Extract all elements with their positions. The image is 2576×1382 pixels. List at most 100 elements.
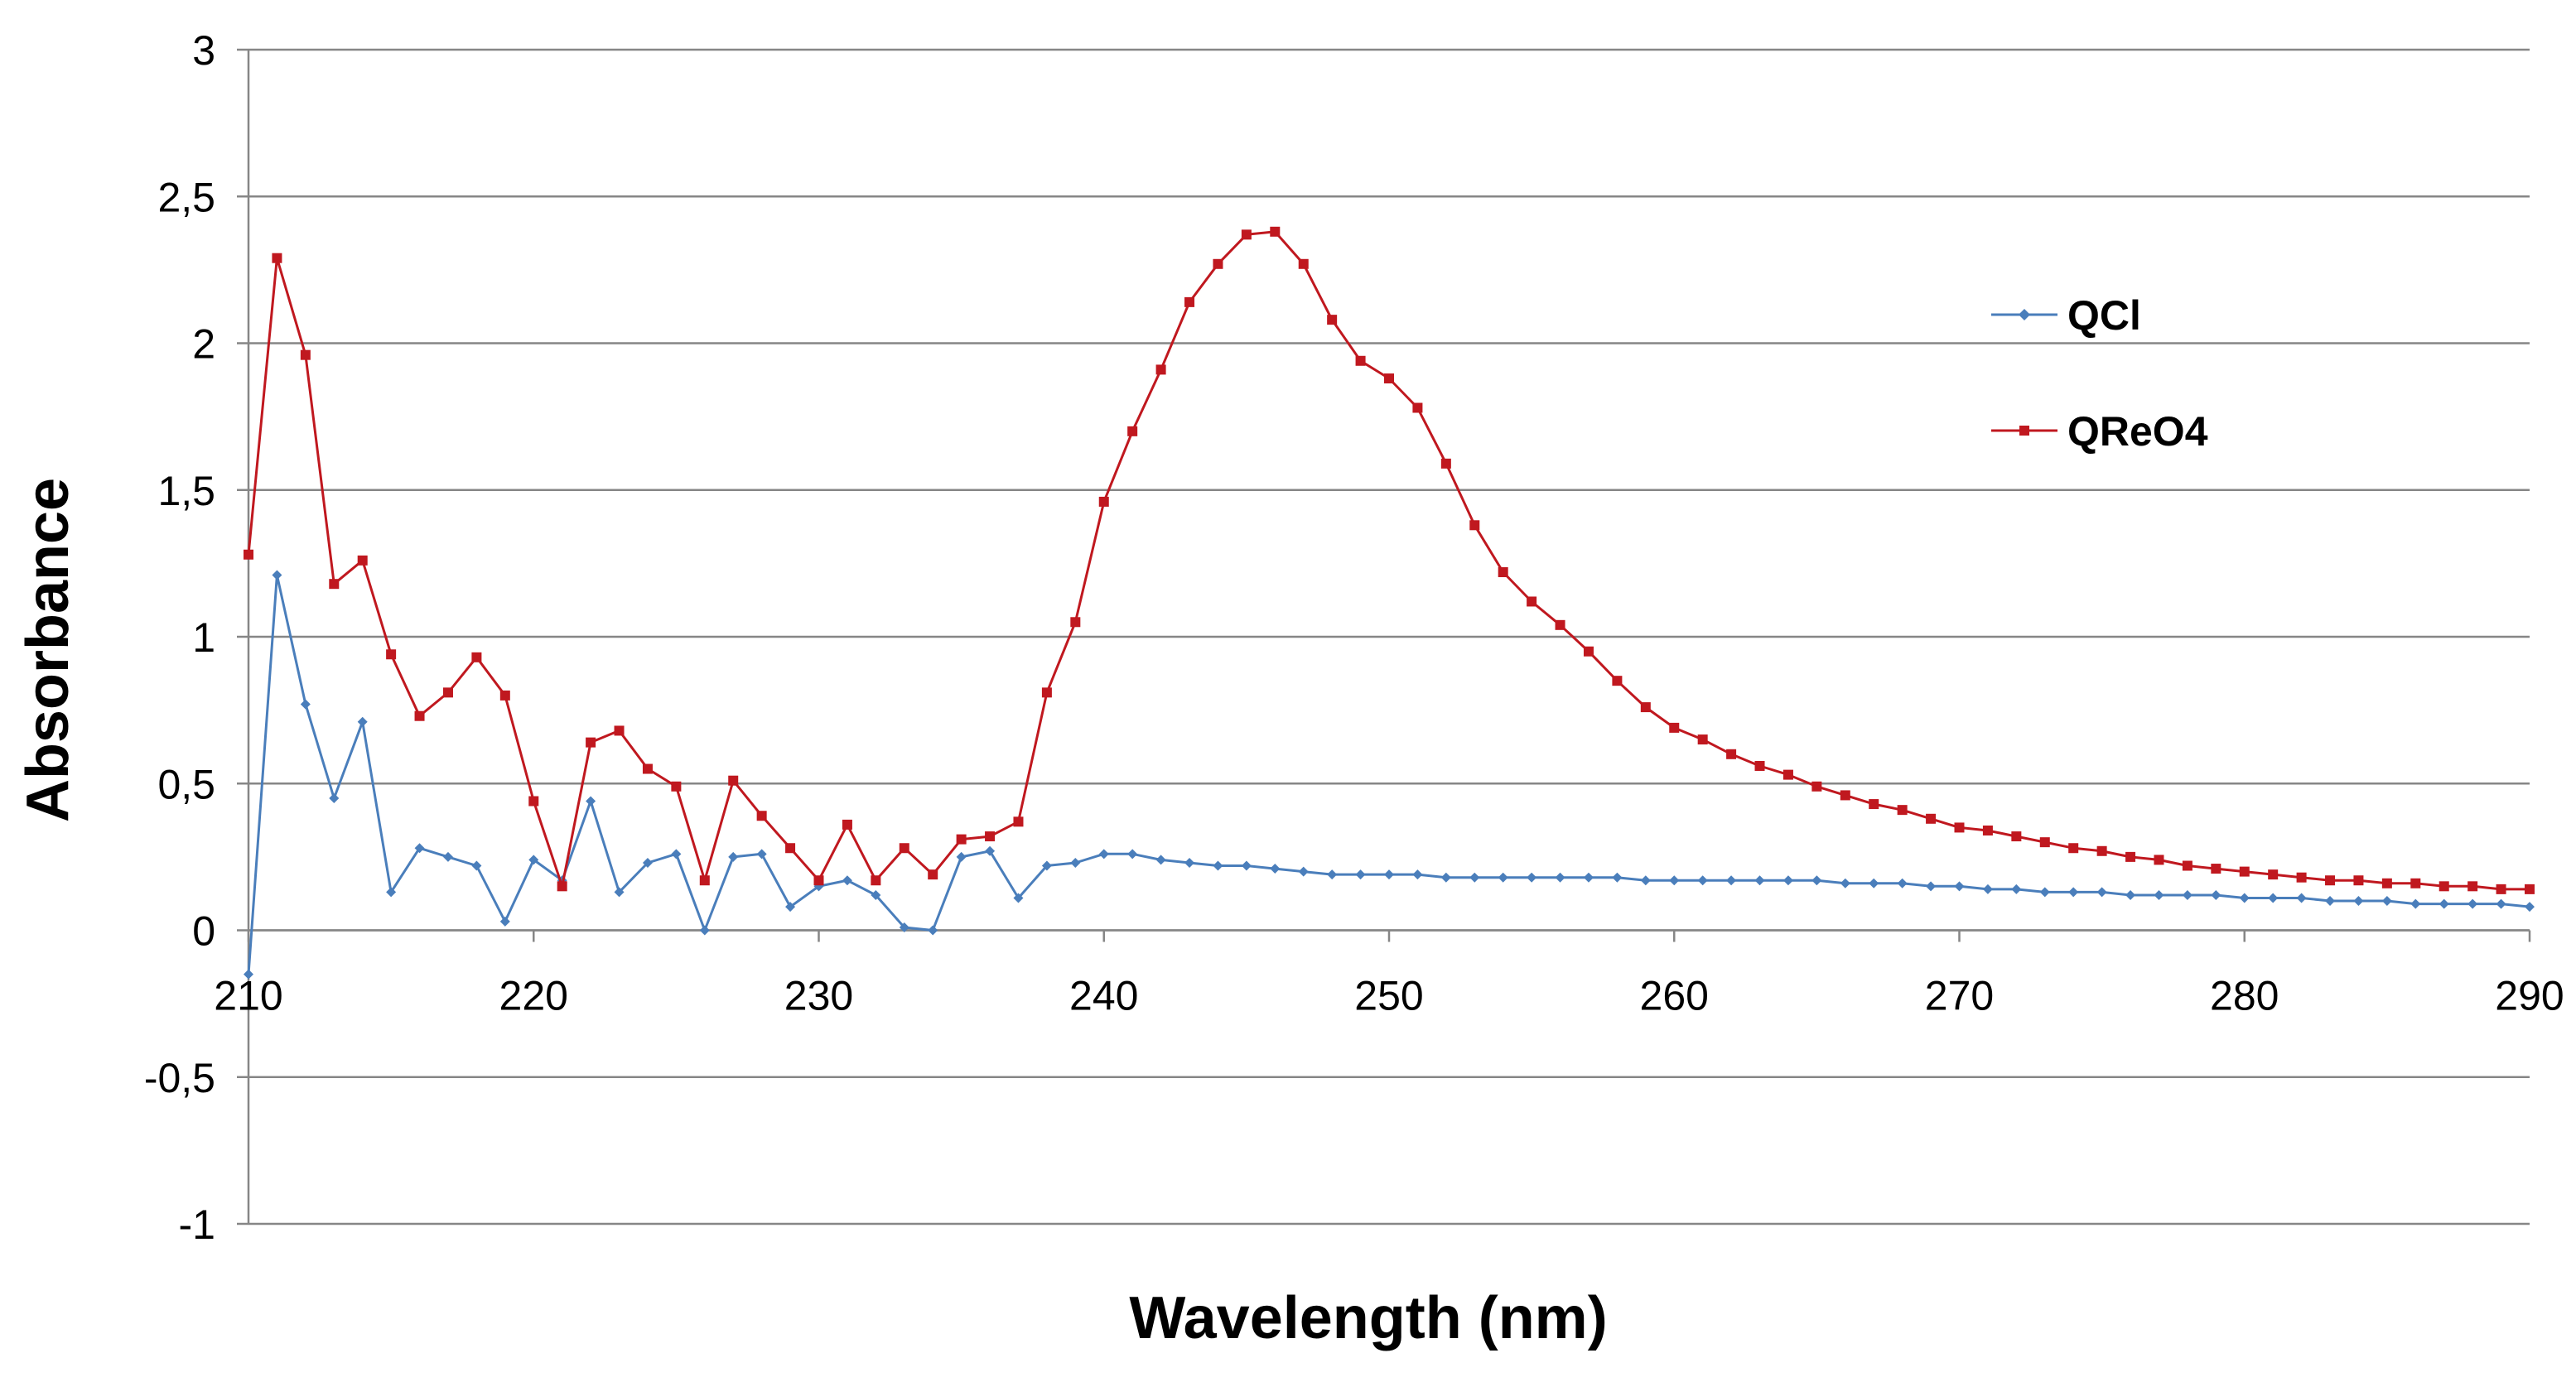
data-point-qcl [1926, 881, 1937, 892]
y-tick-label: 3 [192, 27, 215, 74]
data-point-qcl [528, 855, 539, 865]
data-point-qreo4 [414, 710, 425, 721]
data-point-qreo4 [1355, 355, 1366, 366]
data-point-qreo4 [1697, 734, 1708, 745]
data-point-qcl [1298, 866, 1309, 877]
data-point-qcl [1612, 872, 1623, 883]
data-point-qcl [1213, 860, 1223, 871]
data-point-qreo4 [1298, 258, 1309, 269]
data-point-qreo4 [2525, 884, 2535, 894]
data-point-qcl [956, 851, 967, 862]
data-point-qcl [1498, 872, 1508, 883]
x-tick-label: 210 [214, 973, 282, 1019]
data-point-qcl [699, 925, 710, 936]
data-point-qcl [2496, 898, 2506, 909]
data-point-qcl [1669, 875, 1680, 886]
data-point-qcl [2525, 902, 2535, 913]
data-point-qreo4 [956, 834, 967, 845]
data-point-qreo4 [785, 843, 796, 854]
data-point-qreo4 [586, 737, 596, 748]
data-point-qreo4 [813, 875, 824, 886]
data-point-qreo4 [2353, 875, 2364, 886]
data-point-qreo4 [1127, 426, 1138, 436]
data-point-qreo4 [272, 253, 282, 263]
data-point-qreo4 [1583, 646, 1594, 657]
data-point-qcl [1327, 869, 1338, 880]
series-qcl-line [247, 574, 2530, 975]
data-point-qcl [414, 843, 425, 854]
x-tick-label: 220 [499, 973, 568, 1019]
data-point-qreo4 [2467, 881, 2478, 892]
data-point-qreo4 [1098, 496, 1109, 507]
data-point-qreo4 [557, 881, 567, 892]
legend-qcl-marker [2019, 309, 2030, 320]
data-point-qcl [1127, 849, 1138, 860]
data-point-qreo4 [1241, 229, 1252, 240]
data-point-qreo4 [1013, 816, 1024, 827]
data-point-qreo4 [2096, 845, 2107, 856]
data-point-qreo4 [2154, 855, 2164, 865]
x-tick-label: 270 [1925, 973, 1994, 1019]
legend: QCl QReO4 [1991, 292, 2208, 455]
data-point-qcl [785, 902, 796, 913]
data-point-qcl [1640, 875, 1651, 886]
data-point-qreo4 [928, 869, 938, 880]
data-point-qcl [2011, 884, 2022, 894]
data-point-qreo4 [2296, 872, 2307, 883]
data-point-qcl [272, 570, 282, 580]
legend-qcl-label: QCl [2067, 292, 2141, 339]
data-point-qcl [1355, 869, 1366, 880]
data-point-qcl [499, 916, 510, 927]
x-tick-labels: 210 220 230 240 250 260 270 280 290 [214, 973, 2564, 1019]
data-point-qcl [2096, 887, 2107, 898]
data-point-qcl [1555, 872, 1565, 883]
x-tick-label: 280 [2210, 973, 2279, 1019]
data-point-qcl [2125, 889, 2136, 900]
data-point-qcl [586, 796, 596, 807]
data-point-qreo4 [1270, 226, 1281, 237]
data-point-qcl [928, 925, 938, 936]
data-point-qcl [642, 857, 653, 868]
data-point-qreo4 [1926, 813, 1937, 824]
data-point-qreo4 [2182, 860, 2192, 871]
data-point-qreo4 [2239, 866, 2250, 877]
data-point-qcl [1469, 872, 1480, 883]
data-point-qreo4 [842, 819, 852, 830]
legend-qreo4-marker [2019, 426, 2029, 436]
y-axis-title: Absorbance [15, 478, 81, 822]
data-point-qcl [2353, 896, 2364, 907]
data-point-qreo4 [642, 763, 653, 774]
data-point-qreo4 [671, 781, 682, 792]
data-point-qreo4 [1954, 822, 1965, 833]
data-point-qreo4 [1469, 520, 1480, 531]
data-point-qcl [2325, 896, 2336, 907]
data-point-qcl [1070, 857, 1081, 868]
y-tick-label: -1 [179, 1201, 215, 1248]
data-point-qcl [1041, 860, 1052, 871]
y-tick-label: 0 [192, 908, 215, 955]
data-point-qreo4 [1412, 402, 1423, 413]
data-point-qcl [442, 851, 453, 862]
data-point-qreo4 [1612, 676, 1623, 686]
data-point-qreo4 [2011, 831, 2022, 842]
data-point-qcl [1811, 875, 1822, 886]
data-point-qcl [1527, 872, 1537, 883]
y-tick-label: 1 [192, 614, 215, 661]
data-point-qreo4 [442, 687, 453, 698]
y-tick-label: 1,5 [157, 468, 215, 514]
data-point-qreo4 [300, 349, 311, 360]
data-point-qcl [985, 845, 996, 856]
data-point-qcl [871, 889, 881, 900]
data-point-qcl [1782, 875, 1793, 886]
data-point-qcl [2410, 898, 2421, 909]
data-point-qreo4 [2325, 875, 2336, 886]
data-point-qreo4 [1155, 364, 1166, 375]
data-point-qreo4 [528, 796, 539, 807]
data-point-qcl [1697, 875, 1708, 886]
x-tick-label: 260 [1640, 973, 1709, 1019]
data-point-qcl [386, 887, 397, 898]
data-point-qcl [2467, 898, 2478, 909]
data-point-qreo4 [471, 652, 482, 662]
data-point-qreo4 [1811, 781, 1822, 792]
